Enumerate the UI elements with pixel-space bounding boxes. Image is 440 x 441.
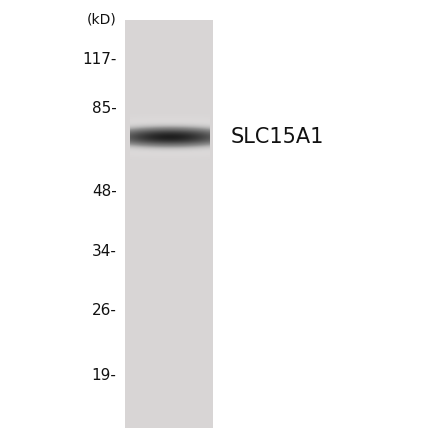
Text: 26-: 26-	[92, 303, 117, 318]
Text: SLC15A1: SLC15A1	[231, 127, 324, 147]
Text: 117-: 117-	[82, 52, 117, 67]
Text: 19-: 19-	[92, 368, 117, 383]
Text: 85-: 85-	[92, 101, 117, 116]
Text: (kD): (kD)	[87, 13, 117, 27]
Text: 48-: 48-	[92, 184, 117, 199]
Bar	[125, 20, 213, 428]
Text: 34-: 34-	[92, 244, 117, 259]
